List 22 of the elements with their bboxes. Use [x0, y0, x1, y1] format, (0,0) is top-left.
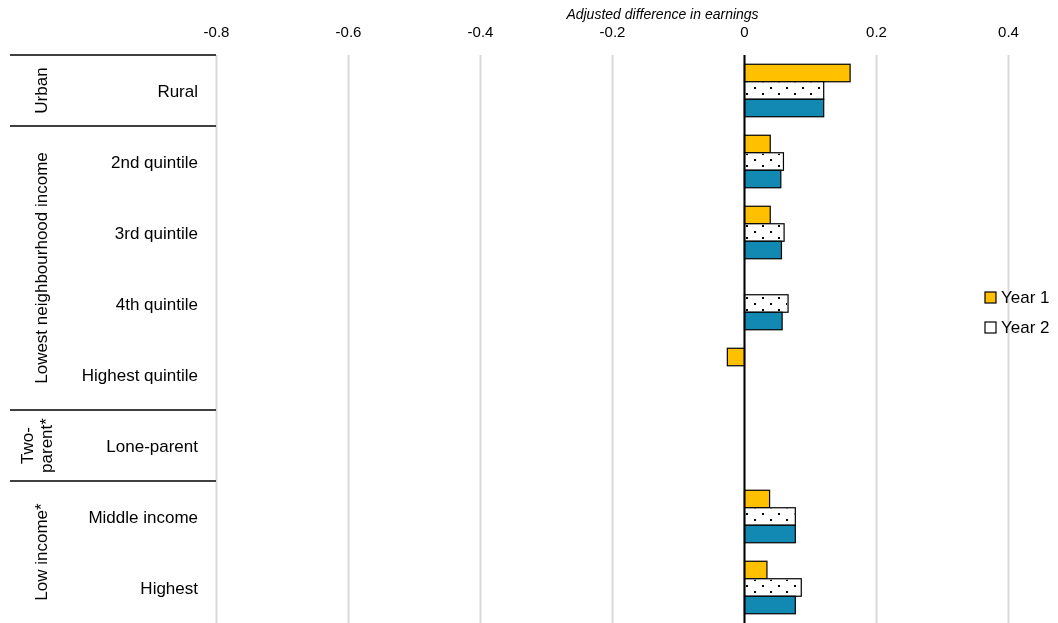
x-tick-label: -0.4: [467, 23, 494, 40]
text: Low income*: [32, 502, 51, 601]
text: Lowest neighbourhood income: [32, 152, 51, 384]
x-tick-label: 0.2: [866, 23, 887, 40]
x-tick-label: 0: [740, 23, 749, 40]
y-tick-label: Highest: [140, 578, 199, 598]
legend-label: Year 2: [1001, 318, 1050, 337]
y-tick-label: 3rd quintile: [114, 223, 198, 243]
y-tick-label: 2nd quintile: [111, 152, 198, 172]
x-tick-label: -0.6: [335, 23, 362, 40]
x-axis-title: Adjusted difference in earnings: [565, 6, 759, 22]
y-tick-label: Lone-parent: [106, 436, 199, 456]
text: Urban: [32, 67, 51, 114]
text: Two-parent*: [18, 417, 56, 473]
y-tick-label: Highest quintile: [81, 365, 198, 385]
x-tick-label: 0.4: [998, 23, 1019, 40]
legend-label: Year 1: [1001, 288, 1050, 307]
y-tick-label: Middle income: [88, 507, 198, 527]
x-tick-label: -0.8: [203, 23, 230, 40]
y-tick-label: Rural: [157, 81, 198, 101]
x-tick-label: -0.2: [599, 23, 626, 40]
y-tick-label: 4th quintile: [115, 294, 198, 314]
